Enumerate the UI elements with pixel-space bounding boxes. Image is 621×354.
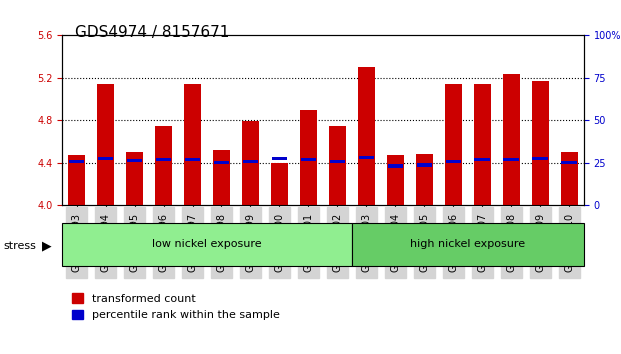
Bar (387, 155, 404, 205)
Bar (184, 158, 201, 161)
Bar (213, 150, 230, 205)
Bar (445, 160, 461, 163)
Bar (156, 158, 171, 161)
Bar (358, 156, 374, 159)
Bar (68, 155, 85, 205)
Bar (97, 157, 114, 160)
Bar (415, 154, 433, 205)
Bar (474, 84, 491, 205)
FancyBboxPatch shape (352, 223, 584, 266)
Text: low nickel exposure: low nickel exposure (152, 239, 262, 249)
Text: GDS4974 / 8157671: GDS4974 / 8157671 (75, 25, 229, 40)
Bar (532, 157, 548, 160)
Bar (388, 164, 403, 167)
Bar (214, 161, 229, 164)
Text: ▶: ▶ (42, 240, 52, 252)
Bar (417, 163, 432, 166)
Bar (300, 110, 317, 205)
Bar (69, 160, 84, 163)
Bar (97, 84, 114, 205)
Bar (271, 163, 288, 205)
Bar (502, 74, 520, 205)
Bar (330, 160, 345, 163)
Bar (329, 126, 346, 205)
Bar (301, 158, 316, 161)
Legend: transformed count, percentile rank within the sample: transformed count, percentile rank withi… (68, 289, 284, 325)
Bar (561, 161, 577, 164)
Bar (504, 158, 519, 161)
Bar (445, 84, 462, 205)
Bar (242, 121, 259, 205)
Bar (126, 152, 143, 205)
Bar (243, 160, 258, 163)
Bar (561, 152, 578, 205)
Bar (358, 67, 375, 205)
Bar (155, 126, 172, 205)
Bar (474, 158, 490, 161)
Text: stress: stress (3, 241, 36, 251)
Bar (184, 84, 201, 205)
Bar (532, 81, 549, 205)
FancyBboxPatch shape (62, 223, 352, 266)
Bar (271, 157, 288, 160)
Text: high nickel exposure: high nickel exposure (410, 239, 525, 249)
Bar (127, 159, 142, 162)
